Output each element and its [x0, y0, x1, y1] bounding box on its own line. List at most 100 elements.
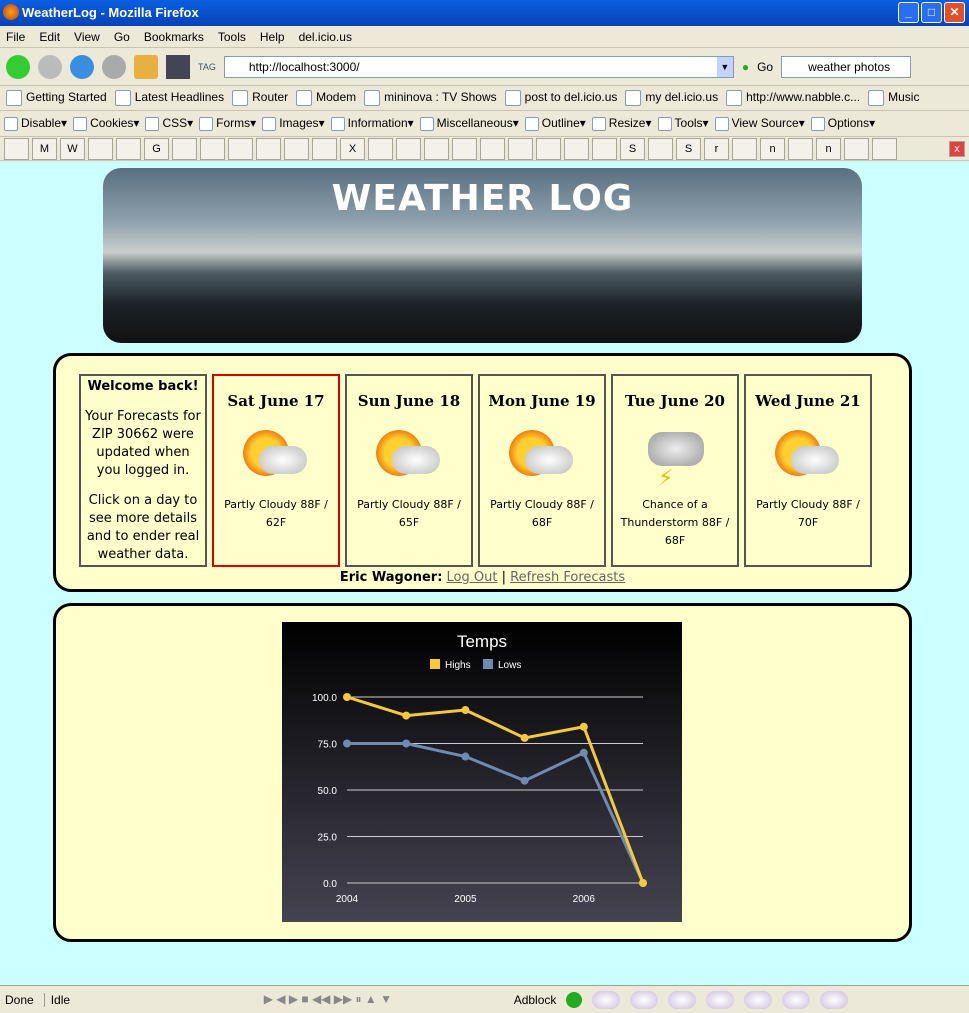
- day-forecast-text: Partly Cloudy 88F / 62F: [224, 498, 328, 529]
- menu-item[interactable]: del.icio.us: [298, 29, 352, 44]
- webdev-menu[interactable]: CSS▾: [145, 116, 193, 131]
- pin-icon[interactable]: [166, 54, 190, 79]
- browser-tab[interactable]: [396, 137, 421, 160]
- browser-tab[interactable]: [844, 137, 869, 160]
- bookmarks-toolbar: Getting Started Latest Headlines Router Mod…: [0, 86, 969, 111]
- url-input[interactable]: http://localhost:3000/ ▼: [223, 55, 734, 78]
- webdev-menu[interactable]: Tools▾: [657, 116, 709, 131]
- logout-link[interactable]: Log Out: [446, 570, 498, 585]
- day-forecast-card[interactable]: Tue June 20 ⚡ Chance of a Thunderstorm 88F…: [611, 374, 739, 567]
- webdev-label: View Source: [731, 116, 799, 131]
- weather-icon[interactable]: [820, 990, 849, 1009]
- bookmark-label: Modem: [316, 90, 357, 105]
- browser-tab[interactable]: [4, 137, 29, 160]
- webdev-menu[interactable]: Outline▾: [524, 116, 586, 131]
- weather-icon[interactable]: [592, 990, 621, 1009]
- go-button[interactable]: Go: [757, 59, 774, 74]
- bookmark-item[interactable]: http://www.nabble.c...: [726, 90, 860, 106]
- weather-icon[interactable]: [782, 990, 811, 1009]
- weather-icon[interactable]: [630, 990, 659, 1009]
- weather-icon[interactable]: [668, 990, 697, 1009]
- browser-tab[interactable]: [648, 137, 673, 160]
- browser-tab[interactable]: n: [760, 137, 785, 160]
- browser-tab[interactable]: [200, 137, 225, 160]
- browser-tab[interactable]: [872, 137, 897, 160]
- browser-tab[interactable]: [172, 137, 197, 160]
- adblock-label[interactable]: Adblock: [513, 992, 557, 1007]
- menu-item[interactable]: Edit: [39, 29, 61, 44]
- browser-tab[interactable]: [228, 137, 253, 160]
- go-icon[interactable]: ●: [741, 59, 750, 74]
- separator: |: [501, 570, 506, 585]
- media-controls[interactable]: ▶ ◀ ▶ ■ ◀◀ ▶▶ ⏸ ▲ ▼: [263, 992, 392, 1006]
- browser-tab[interactable]: [424, 137, 449, 160]
- browser-tab[interactable]: W: [60, 137, 85, 160]
- webdev-menu[interactable]: Images▾: [262, 116, 325, 131]
- webdev-menu[interactable]: Resize▾: [591, 116, 652, 131]
- bookmark-item[interactable]: Latest Headlines: [114, 90, 224, 106]
- browser-tab[interactable]: [564, 137, 589, 160]
- day-forecast-card[interactable]: Wed June 21 Partly Cloudy 88F / 70F: [744, 374, 872, 567]
- bookmark-item[interactable]: my del.icio.us: [625, 90, 718, 106]
- url-dropdown-icon[interactable]: ▼: [716, 56, 733, 77]
- browser-tab[interactable]: [536, 137, 561, 160]
- browser-tab[interactable]: [788, 137, 813, 160]
- weather-icon[interactable]: [706, 990, 735, 1009]
- home-icon[interactable]: [134, 54, 158, 79]
- bookmark-item[interactable]: Router: [232, 90, 288, 106]
- weather-icon[interactable]: [744, 990, 773, 1009]
- webdev-label: Disable: [21, 116, 62, 131]
- webdev-menu[interactable]: View Source▾: [714, 116, 805, 131]
- menu-item[interactable]: Go: [113, 29, 130, 44]
- reload-icon[interactable]: [70, 54, 94, 79]
- browser-tab[interactable]: n: [816, 137, 841, 160]
- bookmark-item[interactable]: mininova : TV Shows: [364, 90, 497, 106]
- bookmark-item[interactable]: Music: [868, 90, 919, 106]
- webdev-menu[interactable]: Miscellaneous▾: [419, 116, 519, 131]
- browser-tab[interactable]: S: [620, 137, 645, 160]
- webdev-menu[interactable]: Cookies▾: [73, 116, 139, 131]
- browser-tab[interactable]: [256, 137, 281, 160]
- forward-icon[interactable]: [38, 54, 62, 79]
- stop-icon[interactable]: [102, 54, 126, 79]
- menu-item[interactable]: Tools: [217, 29, 246, 44]
- search-input[interactable]: weather photos: [781, 55, 912, 78]
- browser-tab[interactable]: [480, 137, 505, 160]
- webdev-label: Resize: [608, 116, 646, 131]
- browser-tab[interactable]: [284, 137, 309, 160]
- bookmark-item[interactable]: post to del.icio.us: [504, 90, 617, 106]
- browser-tab[interactable]: [116, 137, 141, 160]
- menu-item[interactable]: View: [74, 29, 100, 44]
- bookmark-item[interactable]: Getting Started: [6, 90, 107, 106]
- day-forecast-card[interactable]: Sun June 18 Partly Cloudy 88F / 65F: [345, 374, 473, 567]
- webdev-menu[interactable]: Disable▾: [4, 116, 67, 131]
- browser-tab[interactable]: [368, 137, 393, 160]
- browser-tab[interactable]: S: [676, 137, 701, 160]
- browser-tab[interactable]: G: [144, 137, 169, 160]
- browser-tab[interactable]: r: [704, 137, 729, 160]
- browser-tab[interactable]: [452, 137, 477, 160]
- browser-tab[interactable]: [508, 137, 533, 160]
- menu-item[interactable]: Help: [259, 29, 285, 44]
- browser-tab[interactable]: [312, 137, 337, 160]
- minimize-button[interactable]: _: [898, 2, 919, 23]
- browser-tab[interactable]: [732, 137, 757, 160]
- browser-tab[interactable]: [88, 137, 113, 160]
- refresh-forecasts-link[interactable]: Refresh Forecasts: [510, 570, 626, 585]
- maximize-button[interactable]: □: [921, 2, 942, 23]
- menu-item[interactable]: File: [6, 29, 26, 44]
- day-forecast-card[interactable]: Sat June 17 Partly Cloudy 88F / 62F: [212, 374, 340, 567]
- close-button[interactable]: ✕: [944, 2, 965, 23]
- close-tab-icon[interactable]: x: [949, 140, 965, 157]
- menu-item[interactable]: Bookmarks: [143, 29, 204, 44]
- webdev-menu[interactable]: Forms▾: [199, 116, 256, 131]
- tag-icon[interactable]: TAG: [198, 61, 216, 72]
- browser-tab[interactable]: M: [32, 137, 57, 160]
- browser-tab[interactable]: [592, 137, 617, 160]
- back-icon[interactable]: [6, 54, 30, 79]
- browser-tab[interactable]: X: [340, 137, 365, 160]
- bookmark-item[interactable]: Modem: [296, 90, 356, 106]
- webdev-menu[interactable]: Information▾: [330, 116, 414, 131]
- day-forecast-card[interactable]: Mon June 19 Partly Cloudy 88F / 68F: [478, 374, 606, 567]
- webdev-menu[interactable]: Options▾: [810, 116, 875, 131]
